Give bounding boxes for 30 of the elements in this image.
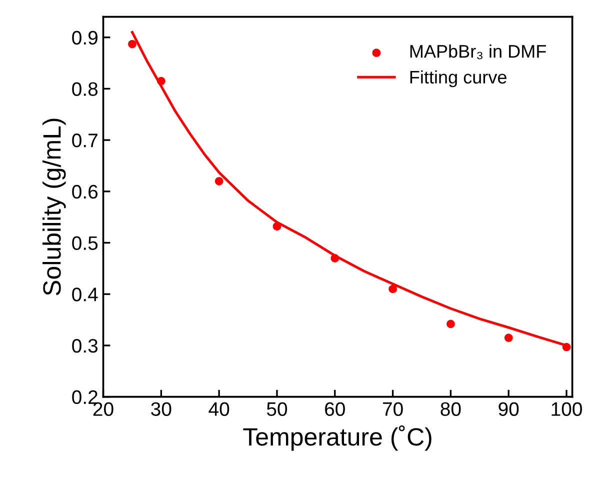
y-tick-label: 0.6	[72, 184, 98, 199]
point	[128, 40, 136, 48]
y-tick-label: 0.7	[72, 134, 98, 148]
x-tick-label: 70	[382, 402, 403, 416]
y-tick-label: 0.5	[72, 236, 98, 250]
point	[562, 342, 571, 352]
x-tick-label: 50	[266, 402, 288, 416]
point	[388, 284, 397, 294]
y-tick-label: 0.8	[72, 82, 98, 96]
legend-label: MAPbBr₃ in DMF	[410, 44, 546, 60]
y-tick-label: 0.4	[72, 288, 98, 302]
legend-label: Fitting curve	[410, 70, 506, 88]
x-tick-label: 60	[325, 402, 345, 416]
point	[446, 320, 455, 328]
point	[330, 254, 340, 262]
x-tick-label: 20	[93, 402, 114, 416]
x-axis-title: Temperature (˚C)	[243, 425, 432, 451]
x-tick-label: 30	[151, 402, 172, 416]
x-tick-label: 80	[440, 402, 461, 416]
point	[272, 222, 282, 231]
x-tick-label: 90	[498, 402, 519, 416]
y-axis-title: Solubility (g/mL)	[42, 118, 66, 296]
point	[214, 176, 224, 186]
point	[504, 334, 513, 342]
point	[156, 76, 166, 86]
x-tick-label: 100	[552, 402, 582, 416]
y-tick-label: 0.9	[72, 30, 98, 45]
x-tick-label: 40	[208, 402, 230, 416]
y-tick-label: 0.3	[72, 338, 98, 353]
y-tick-label: 0.2	[72, 390, 98, 404]
